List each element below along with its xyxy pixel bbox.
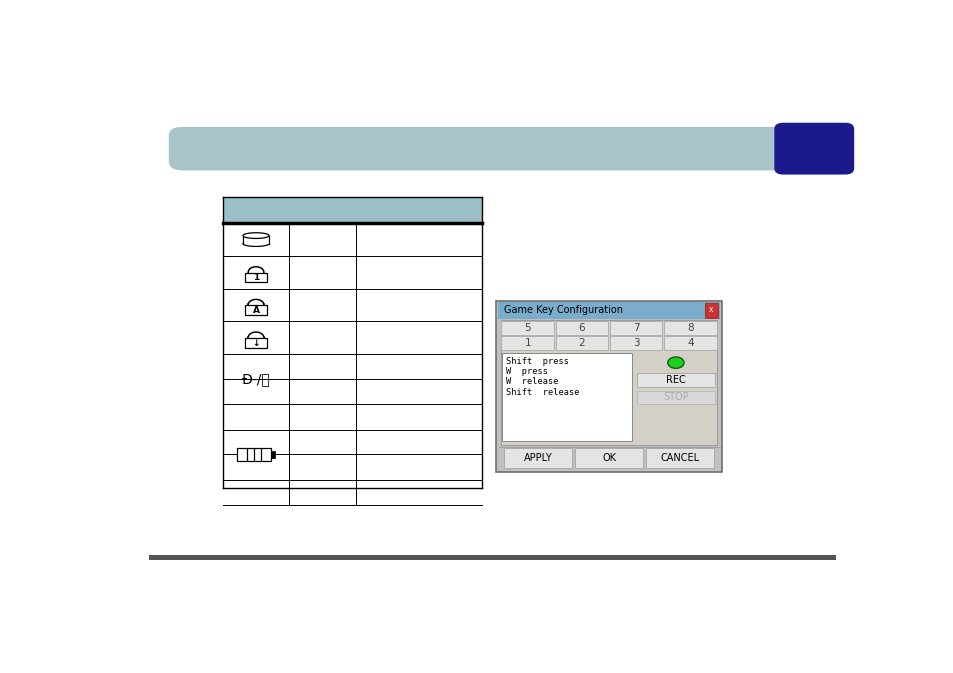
Text: CANCEL: CANCEL [660,453,700,463]
Bar [245,273,266,283]
Text: ↓: ↓ [252,339,259,348]
Text: 1: 1 [253,273,259,283]
Bar [645,448,714,468]
Text: 3: 3 [632,339,639,348]
FancyBboxPatch shape [774,122,853,174]
Bar [149,555,836,560]
Ellipse shape [243,241,269,246]
Text: Ð-/⏻: Ð-/⏻ [241,371,270,386]
Bar [501,353,632,441]
Text: REC: REC [665,375,685,385]
Bar [501,336,554,350]
Bar [575,448,642,468]
Bar [222,197,481,223]
Text: 8: 8 [686,323,693,333]
Text: Shift  press: Shift press [505,357,568,365]
Text: W  press: W press [505,367,547,376]
Bar [500,320,717,445]
FancyBboxPatch shape [169,127,786,170]
Text: 6: 6 [578,323,585,333]
Text: 4: 4 [686,339,693,348]
Text: STOP: STOP [662,392,688,402]
Bar [245,338,266,348]
Bar [663,321,716,335]
Text: 7: 7 [632,323,639,333]
Bar [704,303,718,318]
Text: Shift  release: Shift release [505,388,578,396]
Bar [497,302,720,318]
Bar [555,336,608,350]
Bar [555,321,608,335]
Bar [503,448,572,468]
Bar [663,336,716,350]
Bar [501,321,554,335]
Bar [609,336,661,350]
Bar [609,321,661,335]
Text: OK: OK [601,453,616,463]
Text: W  release: W release [505,378,558,386]
Text: x: x [708,306,713,314]
Bar [237,448,271,461]
Text: 2: 2 [578,339,585,348]
Text: Game Key Configuration: Game Key Configuration [503,306,622,316]
Bar [243,236,269,244]
Bar [245,306,266,315]
Text: 5: 5 [524,323,531,333]
Bar [636,373,715,386]
Text: A: A [253,306,259,315]
Text: 1: 1 [524,339,531,348]
Circle shape [667,357,683,368]
Bar [636,390,715,404]
Bar [271,451,274,458]
Bar [496,301,721,472]
Ellipse shape [243,233,269,238]
Text: APPLY: APPLY [523,453,552,463]
